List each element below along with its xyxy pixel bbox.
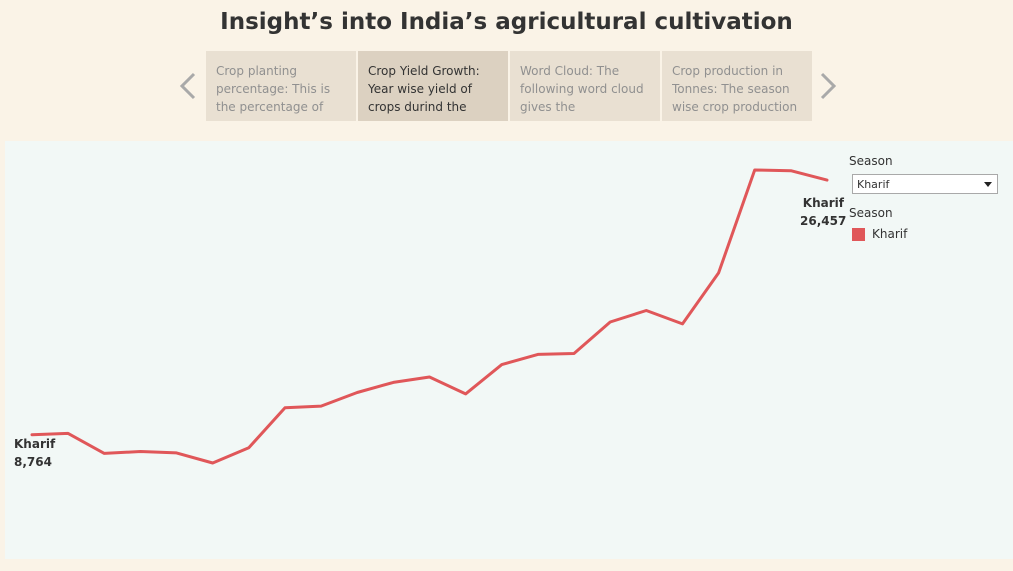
data-point[interactable] xyxy=(498,361,506,369)
data-point[interactable] xyxy=(136,447,144,455)
data-point[interactable] xyxy=(389,378,397,386)
end-label-value: 26,457 xyxy=(800,214,847,228)
story-prev-button[interactable] xyxy=(173,66,203,106)
data-point[interactable] xyxy=(534,350,542,358)
data-point[interactable] xyxy=(173,449,181,457)
story-point-1[interactable]: Crop planting percentage: This is the pe… xyxy=(206,51,356,121)
chevron-left-icon xyxy=(179,72,196,100)
legend-swatch xyxy=(852,227,865,241)
data-point[interactable] xyxy=(751,166,759,174)
data-point[interactable] xyxy=(823,176,831,184)
story-point-label: Crop production in Tonnes: The season wi… xyxy=(672,64,798,114)
data-point[interactable] xyxy=(209,459,217,467)
legend-title: Season xyxy=(849,206,893,220)
story-point-2[interactable]: Crop Yield Growth: Year wise yield of cr… xyxy=(358,51,508,121)
chevron-down-icon xyxy=(984,182,992,187)
story-point-4[interactable]: Crop production in Tonnes: The season wi… xyxy=(662,51,812,121)
data-point[interactable] xyxy=(787,167,795,175)
chevron-right-icon xyxy=(820,72,837,100)
data-point[interactable] xyxy=(426,373,434,381)
story-point-label: Crop planting percentage: This is the pe… xyxy=(216,64,331,114)
story-point-label: Crop Yield Growth: Year wise yield of cr… xyxy=(368,64,480,114)
line-chart xyxy=(30,166,831,467)
data-point[interactable] xyxy=(281,404,289,412)
season-filter-dropdown[interactable]: Kharif xyxy=(852,174,998,194)
chart-panel xyxy=(5,141,1013,559)
start-label-name: Kharif xyxy=(14,437,56,451)
data-point[interactable] xyxy=(606,318,614,326)
data-point[interactable] xyxy=(353,389,361,397)
end-data-label: Kharif 26,457 xyxy=(800,194,847,230)
legend-item-kharif[interactable]: Kharif xyxy=(852,226,907,242)
season-filter-value: Kharif xyxy=(857,178,890,191)
data-point[interactable] xyxy=(462,390,470,398)
end-label-name: Kharif xyxy=(802,196,844,210)
story-point-3[interactable]: Word Cloud: The following word cloud giv… xyxy=(510,51,660,121)
data-point[interactable] xyxy=(642,307,650,315)
legend-item-label: Kharif xyxy=(872,227,908,241)
data-point[interactable] xyxy=(678,320,686,328)
story-point-label: Word Cloud: The following word cloud giv… xyxy=(520,64,644,114)
start-label-value: 8,764 xyxy=(14,455,52,469)
data-point[interactable] xyxy=(570,350,578,358)
data-point[interactable] xyxy=(715,269,723,277)
data-point[interactable] xyxy=(100,449,108,457)
data-point[interactable] xyxy=(245,444,253,452)
start-data-label: Kharif 8,764 xyxy=(14,435,55,471)
data-point[interactable] xyxy=(64,429,72,437)
season-filter-title: Season xyxy=(849,154,893,168)
page-title: Insight’s into India’s agricultural cult… xyxy=(220,9,793,35)
series-line-kharif[interactable] xyxy=(30,168,829,465)
data-point[interactable] xyxy=(317,402,325,410)
story-next-button[interactable] xyxy=(813,66,843,106)
